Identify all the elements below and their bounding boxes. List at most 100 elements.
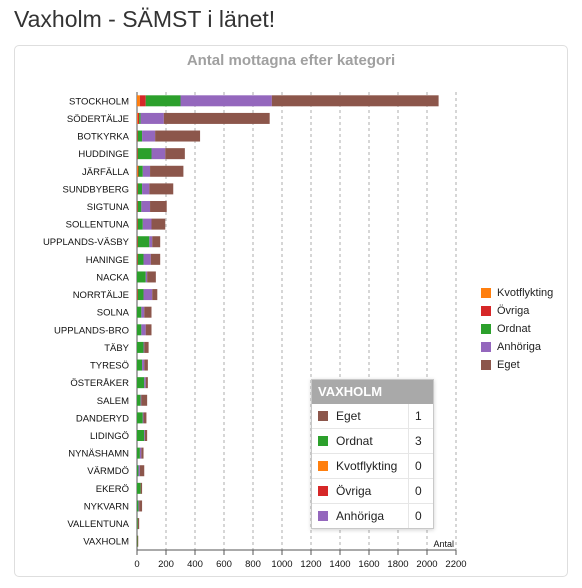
bar-segment[interactable] (137, 359, 143, 371)
bar-segment[interactable] (145, 324, 152, 336)
bar-segment[interactable] (137, 500, 139, 512)
bar-segment[interactable] (180, 95, 272, 107)
bar-segment[interactable] (137, 271, 146, 283)
legend-item[interactable]: Ordnat (481, 320, 553, 338)
bar-segment[interactable] (144, 341, 149, 353)
bar-segment[interactable] (147, 271, 156, 283)
bar-segment[interactable] (143, 289, 153, 301)
bar-segment[interactable] (138, 165, 143, 177)
bar-segment[interactable] (137, 112, 140, 124)
bar-segment[interactable] (137, 130, 138, 142)
bar-segment[interactable] (145, 271, 148, 283)
bar-segment[interactable] (143, 412, 147, 424)
bar-segment[interactable] (141, 447, 144, 459)
bar-segment[interactable] (143, 253, 151, 265)
bar-segment[interactable] (139, 500, 143, 512)
bar-segment[interactable] (142, 412, 144, 424)
legend-item[interactable]: Anhöriga (481, 338, 553, 356)
bar-segment[interactable] (137, 430, 145, 441)
bar-segment[interactable] (137, 377, 145, 389)
bar-segment[interactable] (137, 183, 143, 195)
bar-segment[interactable] (143, 341, 145, 353)
bar-segment[interactable] (137, 324, 142, 336)
bar-segment[interactable] (138, 465, 140, 477)
legend-label: Ordnat (497, 323, 531, 335)
bar-segment[interactable] (142, 359, 145, 371)
bar-segment[interactable] (150, 165, 184, 177)
bar-segment[interactable] (151, 218, 166, 230)
bar-segment[interactable] (137, 95, 140, 107)
bar-segment[interactable] (137, 112, 138, 124)
bar-segment[interactable] (142, 165, 151, 177)
bar-segment[interactable] (138, 500, 140, 512)
bar-segment[interactable] (144, 430, 146, 441)
bar-segment[interactable] (152, 289, 158, 301)
bar-segment[interactable] (137, 289, 138, 301)
bar-segment[interactable] (165, 148, 185, 160)
bar-segment[interactable] (142, 218, 152, 230)
bar-segment[interactable] (137, 535, 138, 547)
bar-segment[interactable] (149, 236, 153, 248)
bar-segment[interactable] (139, 447, 142, 459)
bar-segment[interactable] (137, 482, 141, 494)
bar-segment[interactable] (137, 236, 138, 248)
bar-segment[interactable] (151, 148, 166, 160)
bar-segment[interactable] (142, 130, 156, 142)
bar-segment[interactable] (137, 341, 144, 353)
bar-segment[interactable] (137, 289, 144, 301)
bar-segment[interactable] (145, 95, 181, 107)
category-label: JÄRFÄLLA (82, 167, 130, 178)
bar-segment[interactable] (137, 183, 138, 195)
bar-segment[interactable] (141, 306, 145, 318)
bar-segment[interactable] (137, 218, 138, 230)
bar-segment[interactable] (152, 236, 161, 248)
bar-segment[interactable] (163, 112, 270, 124)
bar-segment[interactable] (140, 112, 164, 124)
bar-segment[interactable] (144, 306, 152, 318)
bar-segment[interactable] (137, 465, 139, 477)
bar-segment[interactable] (144, 377, 146, 389)
bar-segment[interactable] (139, 465, 145, 477)
category-label: VAXHOLM (83, 537, 129, 548)
bar-segment[interactable] (137, 218, 143, 230)
legend-item[interactable]: Eget (481, 356, 553, 374)
bar-segment[interactable] (271, 95, 439, 107)
bar-segment[interactable] (137, 236, 150, 248)
x-tick-label: 400 (187, 559, 203, 570)
bar-segment[interactable] (137, 447, 140, 459)
bar-segment[interactable] (142, 183, 150, 195)
bar-segment[interactable] (140, 482, 143, 494)
bar-segment[interactable] (137, 148, 152, 160)
bar-segment[interactable] (139, 112, 141, 124)
bar-segment[interactable] (149, 183, 174, 195)
bar-segment[interactable] (137, 201, 138, 212)
bar-segment[interactable] (137, 394, 141, 406)
bar-segment[interactable] (139, 95, 146, 107)
bar-segment[interactable] (137, 253, 138, 265)
tooltip-row-value: 3 (408, 429, 433, 453)
bar-segment[interactable] (150, 253, 161, 265)
bar-segment[interactable] (137, 165, 138, 177)
bar-segment[interactable] (140, 394, 142, 406)
category-label: NORRTÄLJE (73, 290, 129, 301)
bar-segment[interactable] (137, 201, 142, 212)
bar-segment[interactable] (141, 324, 146, 336)
bar-segment[interactable] (137, 306, 142, 318)
bar-segment[interactable] (137, 518, 140, 530)
bar-segment[interactable] (144, 359, 148, 371)
bar-segment[interactable] (150, 201, 167, 212)
bar-segment[interactable] (137, 130, 143, 142)
bar-segment[interactable] (137, 165, 139, 177)
bar-segment[interactable] (145, 377, 148, 389)
bar-segment[interactable] (137, 518, 138, 530)
bar-segment[interactable] (137, 148, 138, 160)
legend-item[interactable]: Övriga (481, 302, 553, 320)
bar-segment[interactable] (137, 535, 139, 547)
bar-segment[interactable] (141, 394, 148, 406)
bar-segment[interactable] (137, 412, 143, 424)
bar-segment[interactable] (144, 430, 148, 441)
bar-segment[interactable] (141, 201, 151, 212)
bar-segment[interactable] (137, 253, 144, 265)
bar-segment[interactable] (155, 130, 201, 142)
legend-item[interactable]: Kvotflykting (481, 284, 553, 302)
